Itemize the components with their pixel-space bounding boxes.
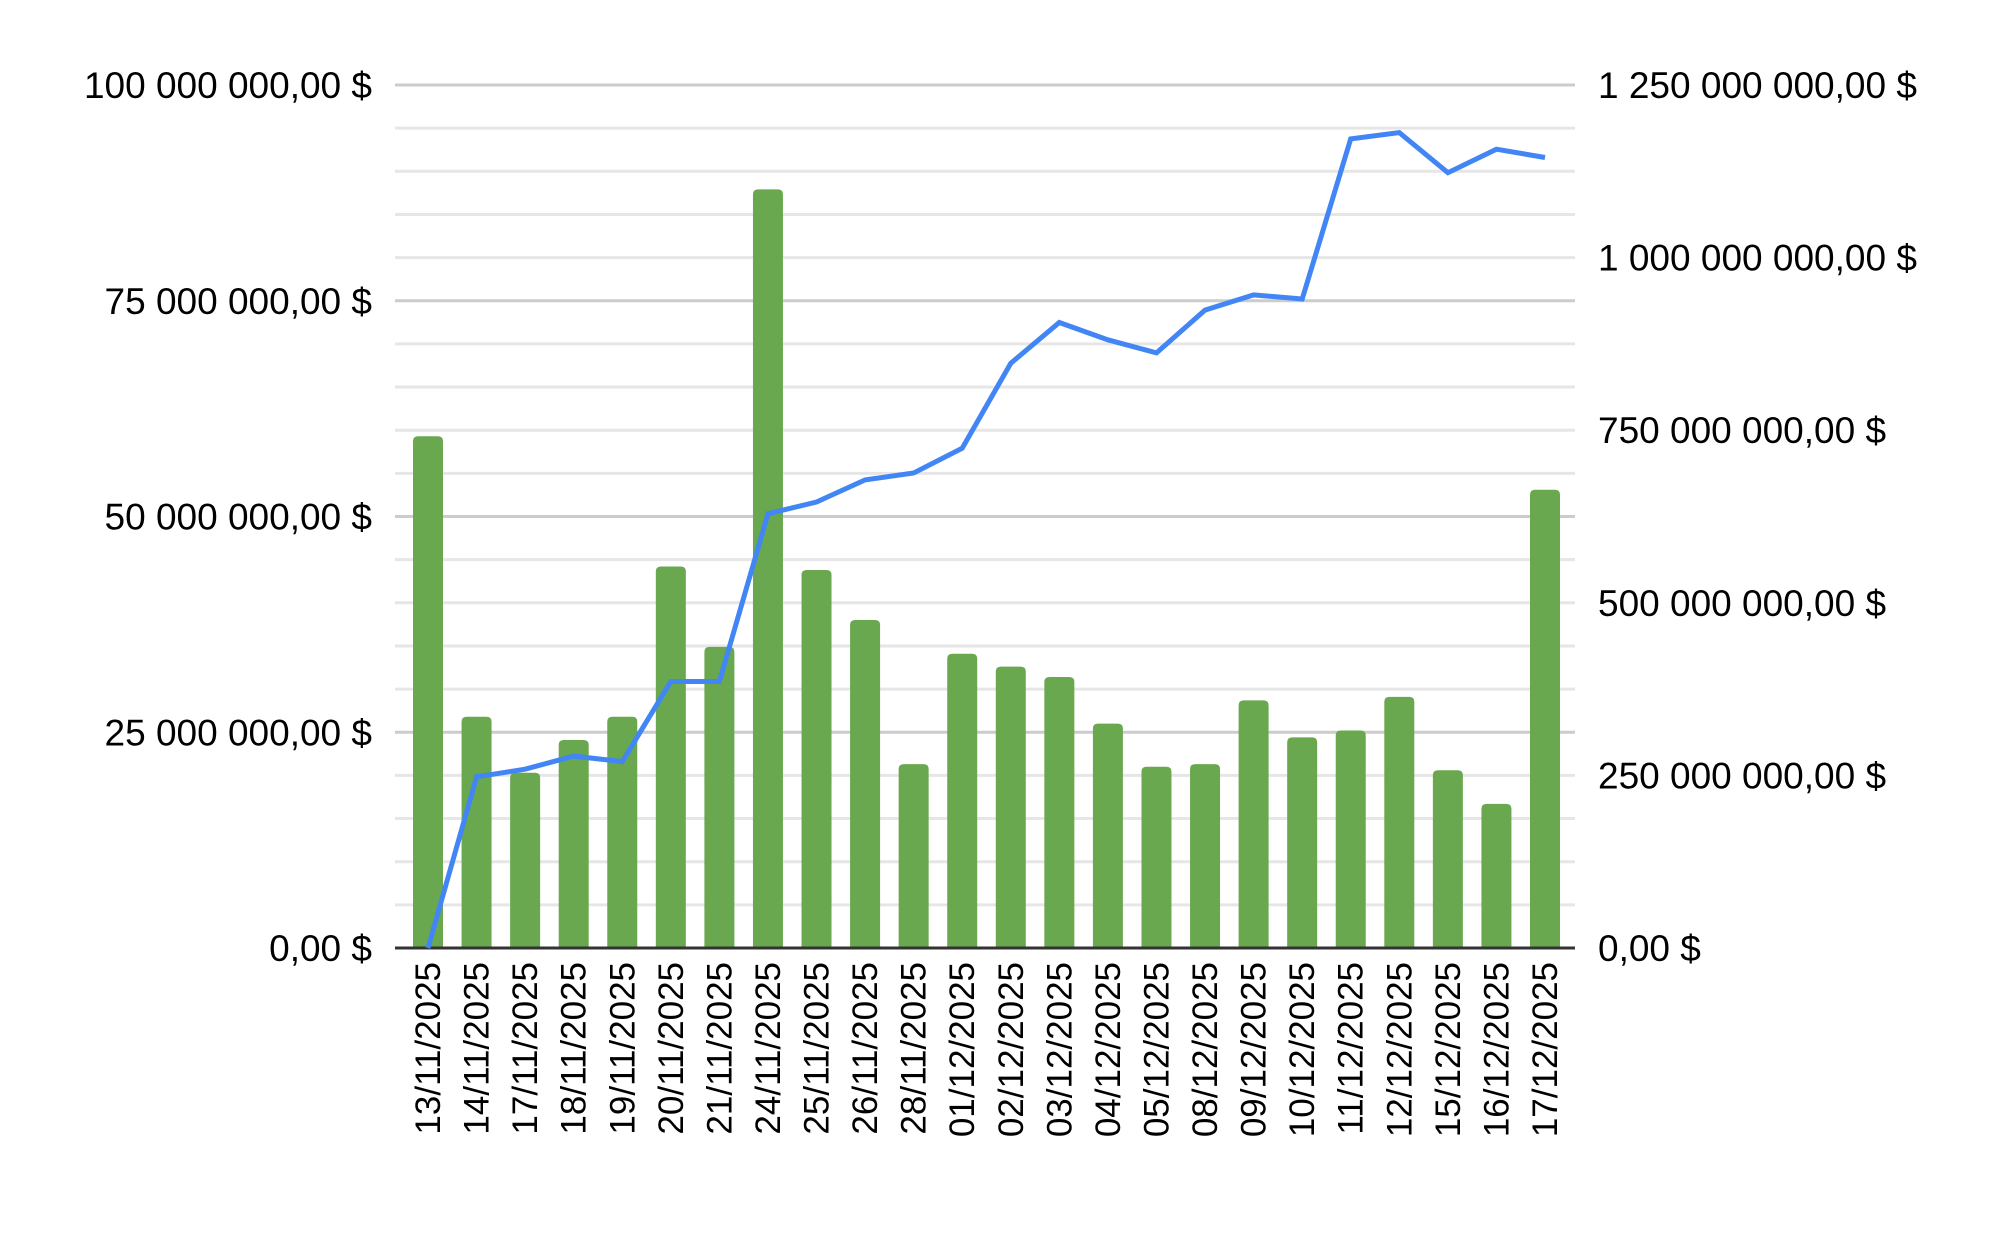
x-tick-label: 20/11/2025 bbox=[652, 962, 691, 1135]
bar bbox=[704, 646, 735, 948]
x-tick-label: 21/11/2025 bbox=[700, 962, 739, 1135]
bar bbox=[1481, 803, 1512, 948]
bar bbox=[1044, 677, 1075, 948]
right-y-tick-label: 750 000 000,00 $ bbox=[1598, 410, 1886, 451]
x-tick-label: 09/12/2025 bbox=[1235, 962, 1274, 1137]
bar bbox=[947, 653, 978, 948]
bar bbox=[1530, 489, 1560, 948]
x-tick-label: 13/11/2025 bbox=[409, 962, 448, 1135]
x-tick-label: 26/11/2025 bbox=[846, 962, 885, 1135]
bar bbox=[995, 666, 1026, 948]
x-tick-label: 10/12/2025 bbox=[1283, 962, 1322, 1137]
right-y-tick-label: 250 000 000,00 $ bbox=[1598, 755, 1886, 796]
left-y-tick-label: 100 000 000,00 $ bbox=[84, 65, 372, 106]
x-tick-label: 03/12/2025 bbox=[1040, 962, 1079, 1137]
bar bbox=[510, 772, 541, 948]
bar bbox=[752, 189, 783, 949]
left-y-tick-label: 75 000 000,00 $ bbox=[105, 281, 372, 322]
x-tick-label: 12/12/2025 bbox=[1380, 962, 1419, 1137]
bar bbox=[1190, 764, 1221, 948]
left-y-tick-label: 25 000 000,00 $ bbox=[105, 712, 372, 753]
x-tick-label: 04/12/2025 bbox=[1089, 962, 1128, 1137]
bar bbox=[655, 566, 686, 948]
x-tick-label: 24/11/2025 bbox=[749, 962, 788, 1135]
x-tick-label: 15/12/2025 bbox=[1429, 962, 1468, 1137]
bar bbox=[1384, 696, 1415, 948]
x-axis-labels: 13/11/2025 14/11/2025 17/11/2025 18/11/2025… bbox=[409, 962, 1565, 1137]
line-series bbox=[425, 129, 1546, 949]
bar bbox=[1432, 770, 1463, 948]
bar bbox=[1238, 700, 1269, 948]
right-y-tick-label: 1 250 000 000,00 $ bbox=[1598, 65, 1917, 106]
right-y-tick-label: 1 000 000 000,00 $ bbox=[1598, 238, 1917, 279]
bar bbox=[850, 620, 881, 948]
x-tick-label: 05/12/2025 bbox=[1137, 962, 1176, 1137]
right-y-axis-labels: 0,00 $ 250 000 000,00 $ 500 000 000,00 $ 75… bbox=[1598, 65, 1917, 969]
bar bbox=[607, 716, 638, 948]
gridlines bbox=[395, 83, 1575, 907]
bar bbox=[1141, 766, 1172, 948]
x-tick-label: 17/12/2025 bbox=[1526, 962, 1565, 1137]
x-tick-label: 14/11/2025 bbox=[458, 962, 497, 1135]
bar bbox=[1092, 723, 1123, 948]
x-tick-label: 11/12/2025 bbox=[1332, 962, 1371, 1135]
bar bbox=[1287, 737, 1318, 948]
x-tick-label: 19/11/2025 bbox=[603, 962, 642, 1135]
x-tick-label: 01/12/2025 bbox=[943, 962, 982, 1137]
right-y-tick-label: 0,00 $ bbox=[1598, 928, 1701, 969]
bar bbox=[898, 764, 929, 948]
x-tick-label: 16/12/2025 bbox=[1477, 962, 1516, 1137]
x-tick-label: 25/11/2025 bbox=[798, 962, 837, 1135]
bar bbox=[461, 716, 492, 948]
left-y-axis-labels: 0,00 $ 25 000 000,00 $ 50 000 000,00 $ 75 0… bbox=[84, 65, 372, 969]
x-tick-label: 08/12/2025 bbox=[1186, 962, 1225, 1137]
x-tick-label: 28/11/2025 bbox=[895, 962, 934, 1135]
bar bbox=[801, 570, 832, 948]
x-tick-label: 18/11/2025 bbox=[555, 962, 594, 1135]
x-tick-label: 17/11/2025 bbox=[506, 962, 545, 1135]
left-y-tick-label: 50 000 000,00 $ bbox=[105, 497, 372, 538]
bar bbox=[558, 740, 589, 948]
right-y-tick-label: 500 000 000,00 $ bbox=[1598, 583, 1886, 624]
bar-series bbox=[413, 189, 1560, 949]
left-y-tick-label: 0,00 $ bbox=[269, 928, 372, 969]
x-tick-label: 02/12/2025 bbox=[992, 962, 1031, 1137]
bar bbox=[413, 436, 443, 948]
bar bbox=[1335, 730, 1366, 948]
